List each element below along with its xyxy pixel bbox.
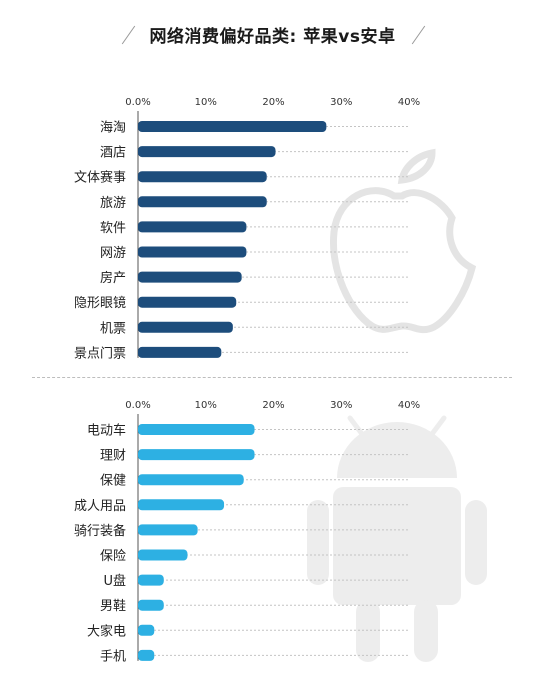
x-tick-label: 0.0% xyxy=(125,97,150,108)
chart-0: 0.0% 10% 20% 30% 40% 海淘酒店文体赛事旅游软件网游房产隐形眼镜机票景点… xyxy=(74,97,420,361)
section-divider xyxy=(32,377,512,378)
bar xyxy=(138,624,155,636)
bar xyxy=(138,121,327,132)
category-label: 手机 xyxy=(100,649,126,664)
bar xyxy=(138,499,225,511)
category-label: 大家电 xyxy=(87,623,126,639)
bar xyxy=(138,599,164,611)
category-label: U盘 xyxy=(103,573,126,589)
category-label: 男鞋 xyxy=(100,598,126,614)
category-label: 电动车 xyxy=(87,423,126,439)
category-label: 理财 xyxy=(100,449,126,464)
bar xyxy=(138,246,247,258)
bar xyxy=(138,171,267,183)
category-label: 房产 xyxy=(100,270,126,286)
category-label: 机票 xyxy=(100,321,126,336)
bar xyxy=(138,146,276,158)
category-label: 保险 xyxy=(100,549,126,564)
category-label: 文体赛事 xyxy=(74,170,126,186)
bar xyxy=(138,549,188,561)
bar xyxy=(138,296,237,308)
x-tick-label: 20% xyxy=(262,400,284,411)
category-label: 成人用品 xyxy=(74,499,126,514)
category-label: 骑行装备 xyxy=(74,523,126,539)
category-label: 隐形眼镜 xyxy=(74,296,126,311)
x-tick-label: 40% xyxy=(398,400,420,411)
category-label: 网游 xyxy=(100,246,126,261)
bar xyxy=(138,449,255,461)
bar xyxy=(138,221,247,233)
page-title: 网络消费偏好品类: 苹果vs安卓 xyxy=(149,27,396,47)
bar xyxy=(138,346,222,358)
bar xyxy=(138,196,267,208)
x-tick-label: 20% xyxy=(262,97,284,108)
android-robot-icon xyxy=(307,415,487,662)
x-tick-label: 40% xyxy=(398,97,420,108)
bar xyxy=(138,574,164,586)
bar xyxy=(138,524,198,536)
x-tick-label: 30% xyxy=(330,97,352,108)
x-tick-label: 10% xyxy=(195,97,217,108)
category-label: 酒店 xyxy=(100,146,126,161)
bar xyxy=(138,321,233,333)
x-tick-label: 0.0% xyxy=(125,400,150,411)
bar xyxy=(138,474,244,486)
bar xyxy=(138,424,255,435)
x-tick-label: 10% xyxy=(195,400,217,411)
category-label: 景点门票 xyxy=(74,346,126,361)
category-label: 海淘 xyxy=(100,121,126,136)
apple-logo-icon xyxy=(329,148,477,334)
category-label: 软件 xyxy=(100,221,126,236)
bar xyxy=(138,649,155,661)
bar xyxy=(138,271,242,283)
category-label: 旅游 xyxy=(100,196,126,211)
x-tick-label: 30% xyxy=(330,400,352,411)
category-label: 保健 xyxy=(100,474,126,489)
